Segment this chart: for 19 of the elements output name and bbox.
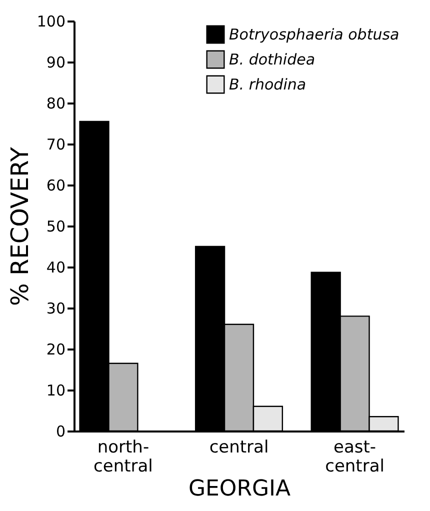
legend-label: B. rhodina xyxy=(229,76,306,94)
x-tick-label: central xyxy=(209,438,269,458)
y-tick-label: 40 xyxy=(46,258,66,276)
legend-label: B. dothidea xyxy=(229,50,316,68)
y-tick-label: 20 xyxy=(46,340,66,358)
legend-label: Botryosphaeria obtusa xyxy=(229,26,400,44)
y-tick-label: 50 xyxy=(46,218,66,236)
y-tick-label: 60 xyxy=(46,176,66,194)
x-axis-title: GEORGIA xyxy=(188,476,291,502)
x-tick-label: east-central xyxy=(325,438,384,476)
y-axis-title: % RECOVERY xyxy=(6,146,34,306)
y-tick-label: 30 xyxy=(46,300,66,318)
y-tick-label: 10 xyxy=(46,382,66,400)
y-tick-label: 0 xyxy=(56,422,66,440)
y-tick-label: 90 xyxy=(46,54,66,72)
x-tick-label: north-central xyxy=(94,438,153,476)
y-tick-label: 70 xyxy=(46,136,66,154)
y-tick-label: 80 xyxy=(46,94,66,112)
y-tick-label: 100 xyxy=(36,12,66,30)
